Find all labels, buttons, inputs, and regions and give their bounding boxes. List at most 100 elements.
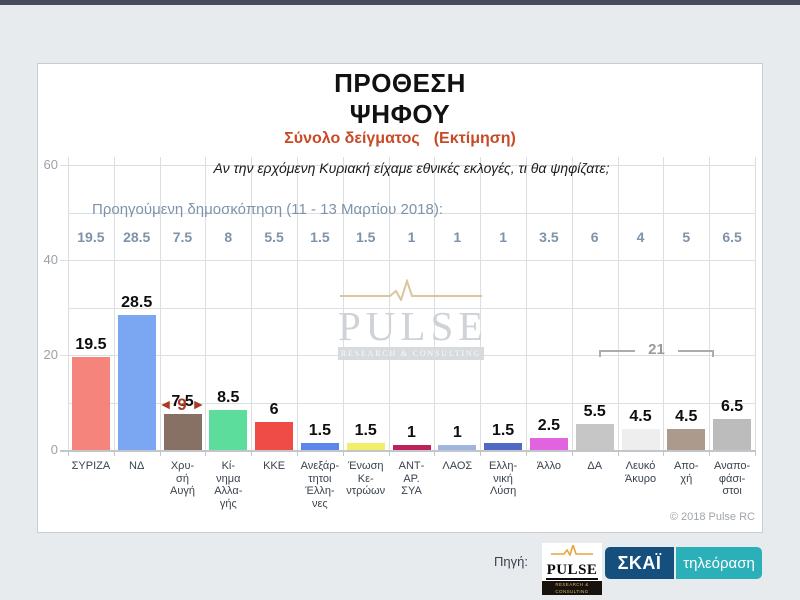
x-axis-tick: [755, 450, 756, 456]
previous-value: 28.5: [123, 229, 151, 245]
pulse-watermark: PULSE RESEARCH & CONSULTING: [338, 277, 489, 360]
x-axis-tick: [388, 450, 390, 456]
bracket-line-left: [599, 350, 635, 352]
x-axis-tick: [68, 450, 69, 456]
category-label: Λευκό Άκυρο: [624, 460, 657, 485]
bar: [300, 442, 339, 450]
bracket-line-right: [678, 350, 714, 352]
previous-value: 1.5: [310, 229, 330, 245]
bar-value-label: 5.5: [583, 402, 606, 420]
category-label: Απο- χή: [674, 460, 699, 485]
y-tick-label: 40: [43, 252, 58, 267]
bar: [667, 428, 706, 450]
bar: [71, 357, 110, 450]
h-gridline: [68, 307, 755, 309]
v-gridline: [617, 157, 619, 450]
previous-value: 5.5: [264, 229, 284, 245]
y-tick-label: 20: [43, 347, 58, 362]
h-gridline: [60, 165, 755, 166]
previous-value: 1: [407, 229, 416, 245]
difference-annotation: ◄ 9 ►: [132, 395, 232, 415]
bar-value-label: 1.5: [491, 421, 515, 439]
x-axis-tick: [709, 450, 711, 456]
bar: [346, 442, 385, 450]
bar-value-label: 1.5: [354, 421, 377, 439]
previous-value: 7.5: [172, 229, 193, 245]
v-gridline: [480, 157, 482, 450]
bracket-tick-right: [712, 350, 714, 357]
previous-value: 5: [682, 229, 691, 245]
pulse-heartbeat-icon: [340, 277, 482, 303]
chart-title: ΠΡΟΘΕΣΗ ΨΗΦΟΥ: [38, 68, 762, 130]
bar: [529, 438, 568, 450]
bar: [163, 414, 202, 450]
v-gridline: [434, 157, 436, 450]
bar: [209, 409, 248, 450]
bar-value-label: 6: [269, 400, 279, 418]
bar-value-label: 6.5: [720, 398, 744, 416]
previous-value: 4: [636, 229, 645, 245]
sum-bracket-annotation: 21: [599, 341, 714, 358]
y-tick-label: 60: [43, 157, 58, 172]
bar: [438, 445, 477, 450]
bar-value-label: 8.5: [217, 388, 240, 406]
v-gridline: [68, 157, 69, 450]
bar-value-label: 4.5: [675, 407, 698, 425]
v-gridline: [526, 157, 527, 450]
x-axis-tick: [526, 450, 527, 456]
chart-title-line1: ΠΡΟΘΕΣΗ: [334, 68, 466, 98]
bar: [392, 445, 431, 450]
y-tick-label: 0: [50, 442, 58, 457]
category-label: ΔΑ: [587, 460, 603, 472]
previous-value: 1.5: [355, 229, 376, 245]
bar-value-label: 1: [452, 424, 462, 442]
previous-value: 3.5: [539, 229, 559, 245]
v-gridline: [571, 157, 573, 450]
previous-poll-label: Προηγούμενη δημοσκόπηση (11 - 13 Μαρτίου…: [92, 201, 444, 218]
bar: [713, 419, 752, 450]
bar-value-label: 1.5: [308, 421, 332, 439]
previous-value: 6: [590, 229, 599, 245]
watermark-title: PULSE: [338, 303, 489, 349]
x-axis-tick: [113, 450, 115, 456]
x-axis-tick: [434, 450, 436, 456]
category-label: ΛΑΟΣ: [442, 460, 473, 472]
v-gridline: [388, 157, 390, 450]
bracket-tick-left: [599, 350, 601, 357]
bar-value-label: 1: [407, 424, 416, 442]
bar-value-label: 2.5: [537, 417, 561, 435]
pulse-logo: PULSE RESEARCH & CONSULTING: [542, 542, 602, 595]
x-axis-tick: [205, 450, 207, 456]
v-gridline: [205, 157, 207, 450]
bar-value-label: 7.5: [171, 393, 194, 411]
difference-value: 9: [177, 395, 187, 414]
bar: [484, 442, 523, 450]
x-axis-tick: [159, 450, 161, 456]
x-axis-tick: [297, 450, 298, 456]
x-axis-tick: [571, 450, 573, 456]
category-label: ΚΚΕ: [263, 460, 286, 472]
pulse-logo-heartbeat-icon: [551, 542, 593, 557]
plot-area: 0 20 40 60 19.5 28.5 7.5 8 5.5 1.5 1.5 1 1 1 3.5 6 4 5 6.5…: [44, 157, 756, 533]
v-gridline: [663, 157, 665, 450]
previous-value: 8: [224, 229, 233, 245]
subtitle-sample: Σύνολο δείγματος: [284, 130, 420, 147]
x-axis-tick: [251, 450, 253, 456]
right-arrow-icon: ►: [191, 396, 206, 412]
bar: [117, 314, 156, 450]
v-gridline: [113, 157, 115, 450]
h-gridline: [68, 402, 755, 404]
watermark-subtitle: RESEARCH & CONSULTING: [338, 347, 484, 360]
h-gridline: [68, 212, 755, 214]
bar: [575, 423, 614, 450]
x-axis-tick: [480, 450, 482, 456]
category-label: ΝΔ: [129, 460, 145, 472]
source-label: Πηγή:: [494, 554, 528, 569]
v-gridline: [755, 157, 756, 450]
x-axis-tick: [617, 450, 619, 456]
x-axis-line: [60, 450, 755, 452]
copyright-note: © 2018 Pulse RC: [669, 511, 755, 523]
left-arrow-icon: ◄: [158, 396, 173, 412]
window-top-bar: [0, 0, 800, 5]
v-gridline: [251, 157, 253, 450]
